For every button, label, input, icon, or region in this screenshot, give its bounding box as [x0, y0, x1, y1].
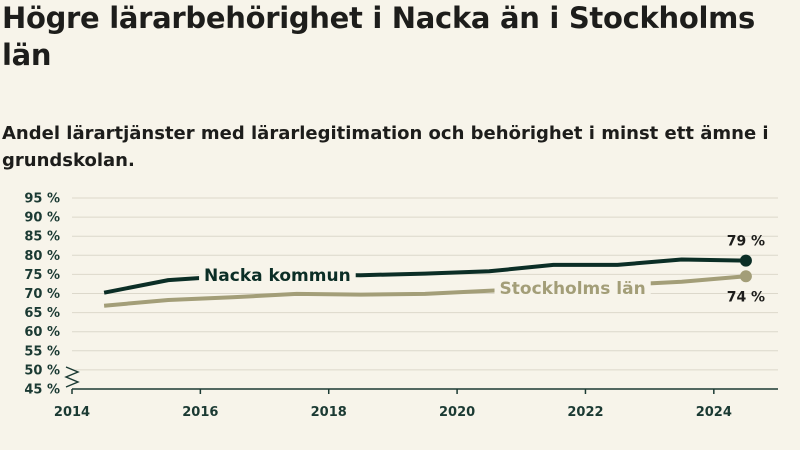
y-tick-label: 85 % [24, 230, 60, 245]
y-tick-label: 55 % [24, 344, 60, 359]
y-tick-label: 75 % [24, 268, 60, 283]
series-label-background [199, 264, 356, 287]
y-tick-label: 65 % [24, 306, 60, 321]
x-tick-label: 2014 [54, 405, 90, 420]
end-value-label: 79 % [727, 234, 765, 250]
chart-title: Högre lärarbehörighet i Nacka än i Stock… [2, 1, 755, 72]
end-point-stockholm [739, 270, 752, 283]
x-tick-label: 2020 [439, 405, 475, 420]
series-label-nacka: Nacka kommun [204, 266, 351, 286]
chart-subtitle: Andel lärartjänster med lärarlegitimatio… [2, 123, 769, 171]
x-tick-label: 2016 [182, 405, 218, 420]
x-tick-label: 2022 [567, 405, 603, 420]
x-tick-label: 2024 [696, 405, 732, 420]
x-tick-label: 2018 [311, 405, 347, 420]
y-tick-label: 60 % [24, 325, 60, 340]
y-tick-label: 70 % [24, 287, 60, 302]
y-tick-label: 90 % [24, 211, 60, 226]
axis-break-icon [64, 366, 80, 388]
end-value-label: 74 % [727, 289, 765, 305]
series-label-background [494, 278, 651, 301]
end-point-nacka [739, 254, 752, 267]
y-tick-label: 80 % [24, 249, 60, 264]
y-tick-label: 95 % [24, 192, 60, 207]
y-tick-label: 45 % [24, 383, 60, 398]
y-tick-label: 50 % [24, 363, 60, 378]
series-label-stockholm: Stockholms län [500, 279, 646, 299]
